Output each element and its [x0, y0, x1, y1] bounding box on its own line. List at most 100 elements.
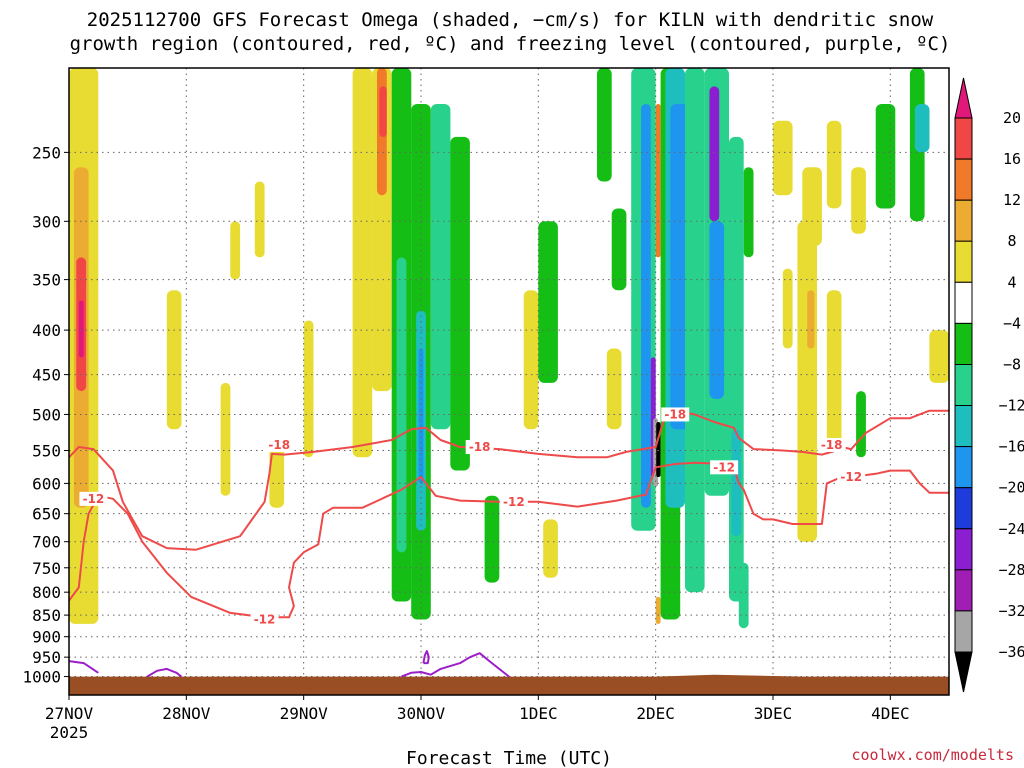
- omega-cell-32: [655, 104, 661, 258]
- y-tick-750: 750: [32, 559, 61, 578]
- omega-cell-44: [738, 562, 749, 629]
- colorbar-tick--8: −8: [1003, 356, 1021, 374]
- colorbar-bin-1: [954, 117, 973, 160]
- colorbar-top-arrow: [954, 77, 973, 119]
- omega-cell-24: [543, 519, 558, 578]
- colorbar-bin-12: [954, 569, 973, 612]
- x-tick-27NOV: 27NOV: [45, 704, 94, 723]
- omega-cell-29: [641, 104, 651, 508]
- colorbar-bottom-arrow: [954, 651, 973, 693]
- colorbar-tick--32: −32: [998, 602, 1024, 620]
- contour-label--12-0: -12: [83, 492, 105, 506]
- chart-title-line1: 2025112700 GFS Forecast Omega (shaded, −…: [87, 9, 934, 31]
- contour-label-bg: [710, 460, 739, 475]
- omega-cell-5: [220, 382, 231, 496]
- contour-label-bg: [817, 437, 846, 452]
- contour-label--18-2: -18: [664, 407, 686, 421]
- omega-cell-3: [78, 300, 84, 358]
- contour-label-bg: [661, 407, 690, 422]
- contour-freezing-5: [422, 650, 430, 665]
- omega-cell-45: [743, 167, 754, 258]
- omega-cell-7: [254, 181, 265, 258]
- colorbar-bin-6: [954, 322, 973, 365]
- contour-label--18-1: -18: [469, 440, 491, 454]
- y-tick-250: 250: [32, 143, 61, 162]
- contour-label-bg: [499, 494, 528, 509]
- omega-cell-57: [929, 330, 949, 383]
- colorbar-bin-8: [954, 405, 973, 448]
- contour--12-1: [69, 461, 949, 619]
- y-tick-300: 300: [32, 212, 61, 231]
- omega-cell-54: [875, 104, 896, 209]
- ground-layer: [69, 674, 949, 695]
- contour-freezing-4: [401, 652, 510, 678]
- colorbar-tick--16: −16: [998, 438, 1024, 456]
- omega-cell-56: [914, 104, 930, 153]
- omega-cell-50: [797, 221, 817, 542]
- omega-cell-40: [709, 86, 720, 222]
- contour-freezing-2: [69, 660, 99, 674]
- colorbar-tick--12: −12: [998, 397, 1024, 415]
- omega-cell-9: [303, 320, 314, 458]
- ground-surface: [69, 674, 949, 695]
- contour-label-bg: [837, 470, 866, 485]
- omega-cell-38: [685, 68, 705, 593]
- contour-label--12-4: -12: [840, 470, 862, 484]
- colorbar-tick-20: 20: [1003, 109, 1021, 127]
- y-tick-900: 900: [32, 628, 61, 647]
- y-tick-400: 400: [32, 321, 61, 340]
- omega-cell-58: [856, 391, 866, 458]
- colorbar-bin-5: [954, 281, 973, 324]
- x-tick-year: 2025: [50, 723, 89, 742]
- colorbar-tick-4: 4: [1007, 273, 1016, 291]
- omega-cell-53: [851, 167, 866, 234]
- y-axis: 250 300 350 400 450 500 550 600 650 700 750 800 850 9…: [22, 143, 69, 687]
- omega-cell-21: [484, 495, 500, 583]
- colorbar-tick--36: −36: [998, 643, 1024, 661]
- omega-cell-49: [826, 120, 842, 209]
- colorbar-bin-7: [954, 364, 973, 407]
- omega-cell-10: [352, 68, 373, 458]
- omega-cell-15: [396, 257, 407, 553]
- omega-cell-33: [655, 596, 661, 624]
- contour-label--12-1: -12: [254, 613, 276, 627]
- x-tick-3DEC: 3DEC: [754, 704, 793, 723]
- x-tick-28NOV: 28NOV: [162, 704, 211, 723]
- omega-cell-4: [166, 290, 182, 430]
- contour-lines: -18 -18 -18 -18 -12 -12 -12 -12 -12: [69, 407, 949, 678]
- y-tick-800: 800: [32, 583, 61, 602]
- chart-title-line2: growth region (contoured, red, ºC) and f…: [70, 33, 951, 55]
- contour-label--18-0: -18: [268, 438, 290, 452]
- contour-label-bg: [465, 440, 494, 455]
- plot-area: -18 -18 -18 -18 -12 -12 -12 -12 -12: [69, 68, 949, 695]
- y-tick-700: 700: [32, 533, 61, 552]
- y-tick-350: 350: [32, 271, 61, 290]
- omega-cell-6: [230, 221, 241, 280]
- omega-cell-46: [773, 120, 793, 196]
- colorbar-tick-8: 8: [1007, 232, 1016, 250]
- omega-cell-22: [523, 290, 539, 430]
- colorbar-bin-11: [954, 528, 973, 571]
- colorbar-bin-2: [954, 158, 973, 201]
- y-tick-950: 950: [32, 648, 61, 667]
- colorbar-bin-10: [954, 487, 973, 530]
- y-tick-850: 850: [32, 606, 61, 625]
- contour-label-bg: [79, 491, 108, 506]
- omega-cell-25: [597, 68, 612, 182]
- x-tick-4DEC: 4DEC: [871, 704, 910, 723]
- colorbar-bin-13: [954, 610, 973, 653]
- omega-cell-19: [430, 104, 451, 430]
- x-axis-title: Forecast Time (UTC): [406, 748, 612, 768]
- omega-cell-8: [269, 443, 285, 508]
- omega-cell-47: [782, 268, 793, 349]
- omega-cell-52: [826, 290, 842, 444]
- omega-cell-51: [807, 290, 815, 349]
- contour-label-bg: [265, 437, 294, 452]
- y-tick-450: 450: [32, 366, 61, 385]
- colorbar-bin-9: [954, 446, 973, 489]
- colorbar-tick--20: −20: [998, 479, 1024, 497]
- x-tick-1DEC: 1DEC: [519, 704, 558, 723]
- plot-frame: [68, 67, 950, 696]
